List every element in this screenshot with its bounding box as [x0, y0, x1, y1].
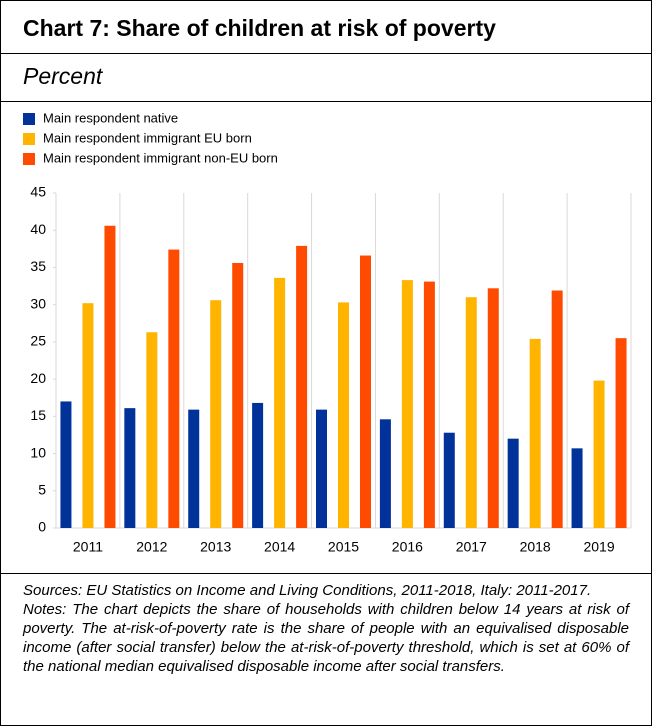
- x-tick-label: 2015: [328, 539, 359, 555]
- bar: [551, 290, 563, 528]
- bar: [60, 401, 72, 528]
- x-tick-label: 2017: [456, 539, 487, 555]
- notes: Sources: EU Statistics on Income and Liv…: [23, 581, 629, 676]
- bar: [401, 280, 413, 528]
- bar: [82, 303, 94, 528]
- bar: [615, 338, 627, 528]
- bar: [316, 409, 327, 528]
- bar: [232, 262, 244, 528]
- bar: [168, 249, 180, 529]
- chart-subtitle: Percent: [23, 63, 103, 89]
- y-tick-label: 5: [38, 481, 46, 497]
- x-tick-label: 2012: [136, 539, 167, 555]
- chart-title: Chart 7: Share of children at risk of po…: [23, 15, 496, 41]
- x-tick-label: 2019: [583, 539, 614, 555]
- bar: [146, 332, 158, 528]
- bar: [210, 300, 222, 528]
- y-tick-label: 35: [30, 258, 46, 274]
- notes-text: Notes: The chart depicts the share of ho…: [23, 601, 629, 675]
- y-tick-label: 25: [30, 333, 46, 349]
- x-tick-label: 2018: [520, 539, 551, 555]
- y-tick-label: 20: [30, 370, 46, 386]
- bar: [379, 419, 391, 528]
- bar: [443, 432, 455, 528]
- bar: [104, 225, 116, 528]
- bar: [571, 448, 583, 528]
- legend-label: Main respondent immigrant non-EU born: [43, 150, 278, 165]
- bar: [593, 380, 605, 528]
- sources-text: Sources: EU Statistics on Income and Liv…: [23, 582, 592, 599]
- y-tick-label: 10: [30, 444, 46, 460]
- y-tick-label: 15: [30, 407, 46, 423]
- x-tick-label: 2013: [200, 539, 231, 555]
- bar: [252, 402, 264, 528]
- bar: [487, 288, 499, 528]
- y-tick-label: 40: [30, 221, 46, 237]
- legend-label: Main respondent native: [43, 110, 178, 125]
- bar: [423, 281, 435, 528]
- x-tick-label: 2011: [73, 539, 103, 555]
- x-tick-label: 2014: [264, 539, 295, 555]
- bar: [465, 297, 477, 528]
- bar: [338, 302, 349, 528]
- y-tick-label: 30: [30, 295, 46, 311]
- bar: [124, 408, 136, 528]
- divider: [1, 101, 651, 102]
- bar: [507, 438, 519, 528]
- bar: [274, 277, 286, 528]
- chart: Main respondent native Main respondent im…: [23, 110, 632, 555]
- x-tick-label: 2016: [392, 539, 423, 555]
- bar: [360, 255, 371, 529]
- divider: [1, 573, 651, 574]
- bar: [296, 245, 308, 528]
- y-tick-label: 45: [30, 184, 46, 200]
- bar: [188, 409, 200, 528]
- legend-swatch: [23, 133, 35, 145]
- divider: [1, 53, 651, 54]
- legend-swatch: [23, 113, 35, 125]
- legend-label: Main respondent immigrant EU born: [43, 130, 252, 145]
- y-tick-label: 0: [38, 519, 46, 535]
- bar: [529, 338, 541, 528]
- legend-swatch: [23, 153, 35, 165]
